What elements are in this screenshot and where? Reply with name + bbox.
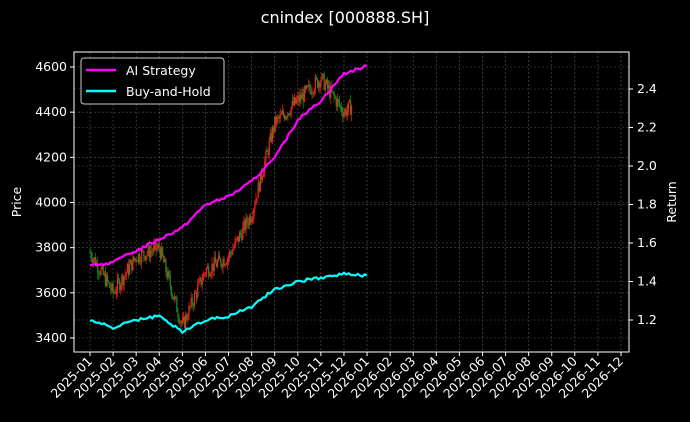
svg-text:4200: 4200 <box>35 149 67 164</box>
svg-text:3600: 3600 <box>35 285 67 300</box>
svg-text:1.4: 1.4 <box>637 274 657 289</box>
right-axis: 1.2 1.4 1.6 1.8 2.0 2.2 2.4 <box>629 81 657 327</box>
right-axis-label: Return <box>664 181 679 222</box>
chart-title: cnindex [000888.SH] <box>260 8 430 27</box>
buy-and-hold-line <box>89 271 368 335</box>
left-axis-label: Price <box>9 186 24 217</box>
svg-text:3800: 3800 <box>35 240 67 255</box>
svg-text:1.6: 1.6 <box>637 235 657 250</box>
legend-label: Buy-and-Hold <box>126 84 211 99</box>
ai-strategy-line <box>89 64 368 267</box>
svg-text:4600: 4600 <box>35 59 67 74</box>
legend-label: AI Strategy <box>126 63 196 78</box>
svg-text:1.2: 1.2 <box>637 312 657 327</box>
svg-text:4400: 4400 <box>35 104 67 119</box>
svg-text:2.0: 2.0 <box>637 158 657 173</box>
legend: AI Strategy Buy-and-Hold <box>80 57 225 105</box>
svg-text:2.4: 2.4 <box>637 81 657 96</box>
svg-text:2.2: 2.2 <box>637 120 657 135</box>
svg-text:1.8: 1.8 <box>637 197 657 212</box>
candlesticks <box>89 71 353 335</box>
x-axis: 2025-012025-022025-032025-042025-052025-… <box>48 352 626 401</box>
left-axis: 3400 3600 3800 4000 4200 4400 4600 <box>35 59 74 345</box>
svg-text:3400: 3400 <box>35 330 67 345</box>
svg-text:4000: 4000 <box>35 195 67 210</box>
